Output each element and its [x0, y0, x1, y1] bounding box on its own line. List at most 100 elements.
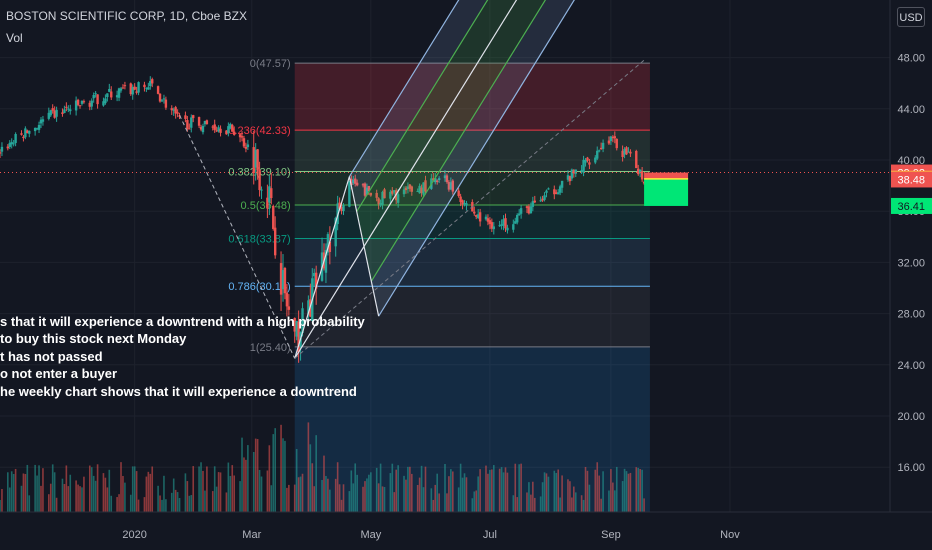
candle-body: [151, 79, 154, 84]
candle-body: [246, 144, 250, 148]
candle-body: [188, 128, 191, 130]
volume-bar: [83, 476, 85, 512]
pitchfork-line: [370, 0, 547, 282]
volume-bar: [270, 485, 273, 512]
currency-button[interactable]: USD: [897, 7, 925, 27]
volume-bar: [635, 467, 638, 512]
time-tick-label: May: [360, 529, 381, 541]
candle-body: [607, 140, 611, 144]
candle-body: [174, 107, 177, 114]
note-line-3: t has not passed: [0, 349, 103, 364]
volume-bar: [176, 492, 179, 512]
candle-body: [383, 189, 386, 199]
volume-bar: [260, 476, 263, 512]
volume-bar: [391, 463, 394, 512]
candle-body: [108, 89, 111, 92]
volume-bar: [569, 481, 571, 512]
volume-bar: [51, 464, 54, 512]
volume-bar: [61, 478, 64, 512]
candle-body: [410, 186, 414, 192]
volume-bar: [500, 467, 503, 512]
volume-bar: [307, 422, 310, 512]
pitchfork-line: [363, 0, 518, 247]
pitchfork-inner-zone: [356, 0, 546, 282]
volume-bar: [463, 473, 466, 512]
candle-body: [484, 216, 488, 220]
volume-bar: [557, 469, 560, 512]
volume-bar: [299, 476, 302, 512]
note-line-1: s that it will experience a downtrend wi…: [0, 314, 365, 329]
candle-body: [117, 88, 121, 98]
candle-body: [572, 170, 576, 174]
volume-bar: [36, 475, 38, 512]
candle-body: [227, 126, 230, 134]
candle-body: [490, 222, 494, 229]
candle-body: [197, 117, 201, 126]
volume-indicator-label[interactable]: Vol: [6, 31, 23, 45]
candle-body: [334, 217, 337, 247]
candle-body: [365, 187, 369, 195]
volume-bar: [405, 479, 407, 512]
fib-level-label: 0.618(33.87): [228, 233, 290, 245]
candle-body: [514, 221, 517, 224]
candle-body: [500, 224, 503, 226]
candle-body: [147, 87, 150, 90]
volume-bar: [342, 484, 345, 512]
candle-body: [270, 188, 273, 199]
volume-bar: [122, 475, 124, 512]
volume-bar: [116, 497, 118, 512]
candle-body: [354, 178, 357, 184]
volume-bar: [239, 481, 241, 512]
candle-body: [352, 179, 355, 184]
volume-bar: [7, 472, 9, 512]
candle-body: [65, 106, 68, 108]
candle-body: [254, 149, 257, 168]
candle-body: [260, 189, 263, 191]
symbol-title[interactable]: BOSTON SCIENTIFIC CORP, 1D, Cboe BZX: [6, 9, 247, 23]
volume-bar: [309, 444, 312, 512]
stop-loss-zone: [644, 172, 689, 180]
candle-body: [104, 98, 107, 104]
volume-bar: [498, 468, 501, 512]
volume-bar: [375, 467, 378, 512]
candle-body: [22, 136, 25, 139]
candle-body: [379, 203, 382, 206]
volume-bar: [233, 475, 236, 512]
candle-body: [279, 263, 283, 295]
candle-body: [203, 120, 207, 125]
volume-bar: [69, 474, 72, 512]
volume-bar: [188, 495, 191, 512]
candle-body: [281, 270, 285, 290]
candle-body: [350, 178, 353, 185]
candle-body: [119, 88, 123, 91]
candle-body: [35, 128, 39, 130]
volume-bar: [24, 474, 27, 512]
volume-bar: [170, 492, 173, 512]
candle-body: [348, 181, 351, 207]
fib-level-label: 0.236(42.33): [228, 125, 290, 137]
candle-body: [519, 208, 523, 214]
volume-bar: [280, 424, 282, 512]
candle-body: [53, 110, 56, 118]
candle-body: [41, 119, 45, 122]
candle-body: [498, 225, 501, 227]
candle-body: [601, 142, 605, 149]
candle-body: [133, 86, 136, 90]
candle-body: [233, 131, 236, 135]
candle-body: [170, 108, 173, 111]
candle-body: [0, 146, 4, 152]
candle-body: [258, 170, 261, 191]
candle-body: [558, 186, 562, 193]
candle-body: [96, 94, 99, 105]
volume-bar: [192, 466, 195, 512]
volume-bar: [627, 473, 630, 512]
volume-bar: [407, 466, 409, 512]
volume-bar: [571, 497, 573, 512]
candle-body: [0, 152, 2, 154]
volume-bar: [446, 493, 448, 512]
volume-bar: [108, 469, 111, 512]
candle-body: [201, 125, 205, 133]
candle-body: [478, 212, 482, 222]
price-tick-label: 28.00: [897, 309, 925, 321]
